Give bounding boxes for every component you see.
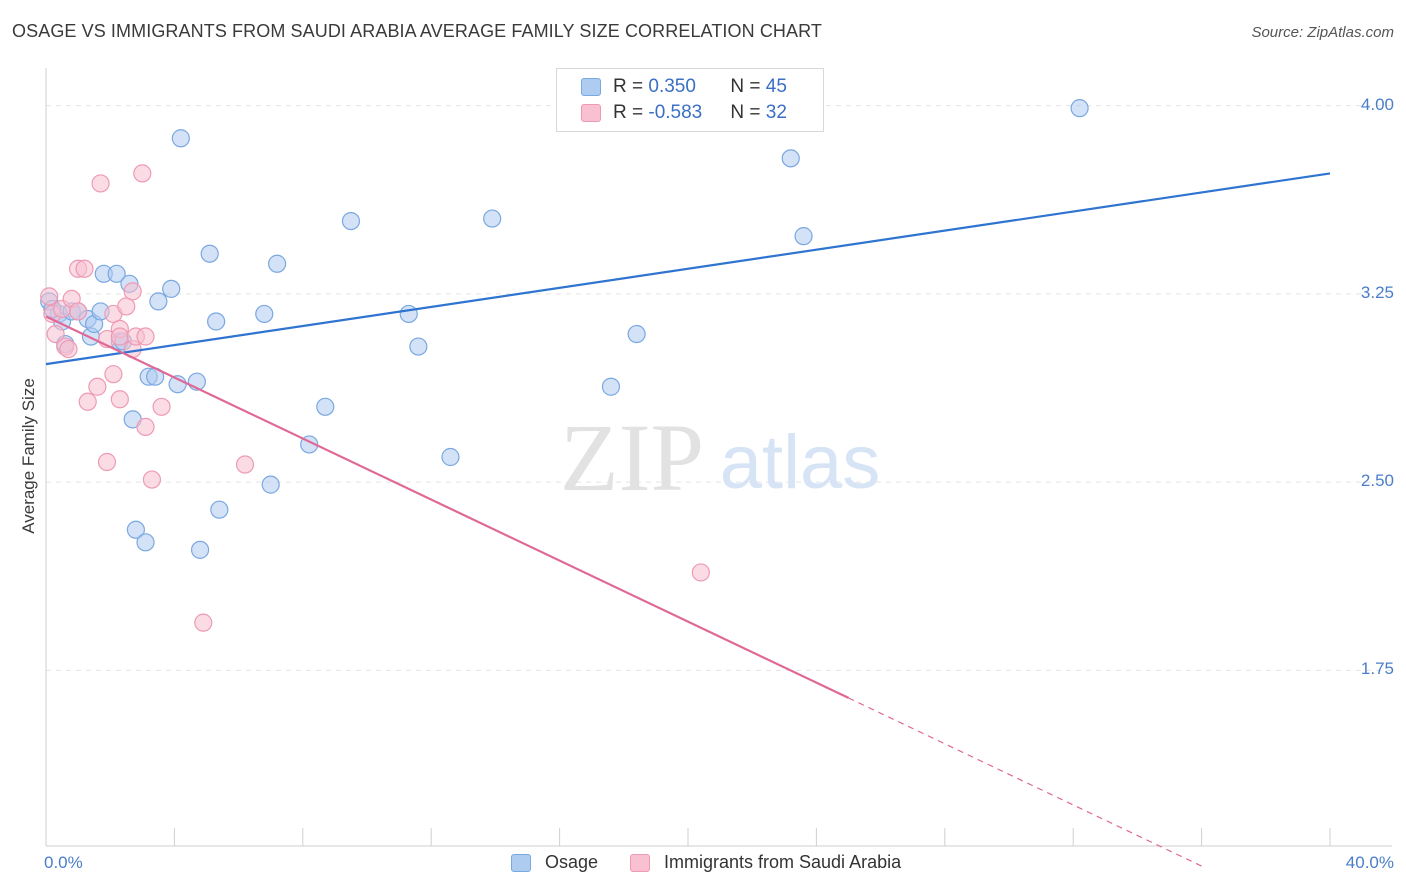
saudi-point: [40, 287, 59, 306]
osage-point: [107, 264, 126, 283]
watermark-atlas: atlas: [720, 420, 881, 505]
saudi-point: [117, 297, 136, 316]
osage-swatch: [511, 853, 531, 872]
osage-point: [781, 149, 800, 168]
source-credit: Source: ZipAtlas.com: [1251, 24, 1394, 41]
saudi-swatch: [581, 104, 601, 122]
osage-point: [794, 227, 813, 246]
saudi-point: [194, 613, 213, 632]
bottom-legend-saudi: Immigrants from Saudi Arabia: [630, 852, 901, 873]
watermark: ZIP atlas: [560, 404, 880, 511]
correlation-legend: R = 0.350 N = 45 R = -0.583 N = 32: [556, 68, 824, 132]
saudi-point: [104, 365, 123, 384]
osage-point: [207, 312, 226, 331]
legend-n-value: 45: [765, 76, 787, 97]
x-tick-label-min: 0.0%: [44, 853, 83, 872]
saudi-point: [142, 470, 162, 489]
saudi-point: [136, 327, 155, 346]
saudi-point: [91, 174, 110, 193]
y-tick-label: 1.75: [1360, 659, 1394, 679]
saudi-point: [691, 563, 710, 582]
legend-n-value: 32: [765, 102, 787, 123]
osage-point: [162, 279, 181, 298]
osage-point: [483, 209, 502, 228]
osage-swatch: [581, 78, 601, 96]
osage-point: [441, 447, 460, 467]
legend-r-label: R =: [613, 76, 649, 97]
saudi-point: [133, 164, 152, 183]
osage-trend-line: [45, 172, 1331, 366]
legend-r-value: 0.350: [648, 76, 696, 97]
saudi-point: [75, 259, 94, 278]
legend-r-label: R =: [613, 102, 649, 123]
osage-point: [341, 211, 361, 231]
data-points: [40, 99, 1089, 632]
osage-point: [399, 304, 418, 324]
y-tick-label: 3.25: [1360, 282, 1394, 302]
osage-point: [601, 377, 621, 396]
osage-point: [255, 304, 274, 324]
osage-point: [149, 292, 168, 311]
saudi-point: [110, 327, 129, 346]
y-tick-label: 4.00: [1360, 94, 1394, 114]
osage-point: [171, 129, 190, 148]
saudi-point: [235, 455, 255, 474]
saudi-swatch: [630, 853, 650, 872]
saudi-trend-line: [45, 315, 849, 699]
watermark-zip: ZIP: [560, 404, 704, 511]
saudi-trend-extension: [848, 697, 1202, 867]
bottom-legend-label: Osage: [545, 852, 599, 872]
x-tick-label-max: 40.0%: [1345, 853, 1394, 872]
saudi-point: [123, 282, 142, 301]
legend-n-label: N =: [730, 102, 766, 123]
osage-point: [136, 533, 155, 552]
saudi-point: [88, 377, 107, 396]
osage-point: [261, 475, 280, 494]
saudi-point: [110, 390, 129, 409]
y-tick-label: 2.50: [1360, 471, 1394, 491]
legend-r-value: -0.583: [648, 102, 703, 123]
saudi-point: [59, 339, 78, 359]
osage-point: [1070, 99, 1089, 118]
osage-point: [210, 500, 229, 519]
osage-point: [126, 520, 145, 539]
osage-point: [268, 254, 287, 273]
osage-point: [409, 337, 428, 356]
saudi-point: [136, 417, 155, 436]
legend-row-osage: R = 0.350 N = 45: [581, 76, 787, 98]
chart-title: OSAGE VS IMMIGRANTS FROM SAUDI ARABIA AV…: [12, 21, 822, 41]
osage-point: [200, 244, 219, 263]
osage-point: [627, 324, 646, 344]
saudi-point: [97, 452, 117, 472]
grid-lines: [46, 105, 1392, 671]
axes: [45, 68, 1392, 847]
osage-point: [316, 397, 335, 416]
legend-n-label: N =: [730, 76, 766, 97]
osage-point: [190, 540, 210, 559]
saudi-point: [78, 392, 97, 411]
bottom-legend-label: Immigrants from Saudi Arabia: [664, 852, 902, 872]
saudi-point: [46, 324, 65, 344]
legend-row-saudi: R = -0.583 N = 32: [581, 102, 787, 124]
saudi-point: [152, 397, 171, 416]
trend-lines: [45, 172, 1331, 867]
y-axis-label: Average Family Size: [19, 378, 38, 534]
saudi-point: [68, 302, 88, 321]
bottom-legend-osage: Osage: [511, 852, 598, 873]
